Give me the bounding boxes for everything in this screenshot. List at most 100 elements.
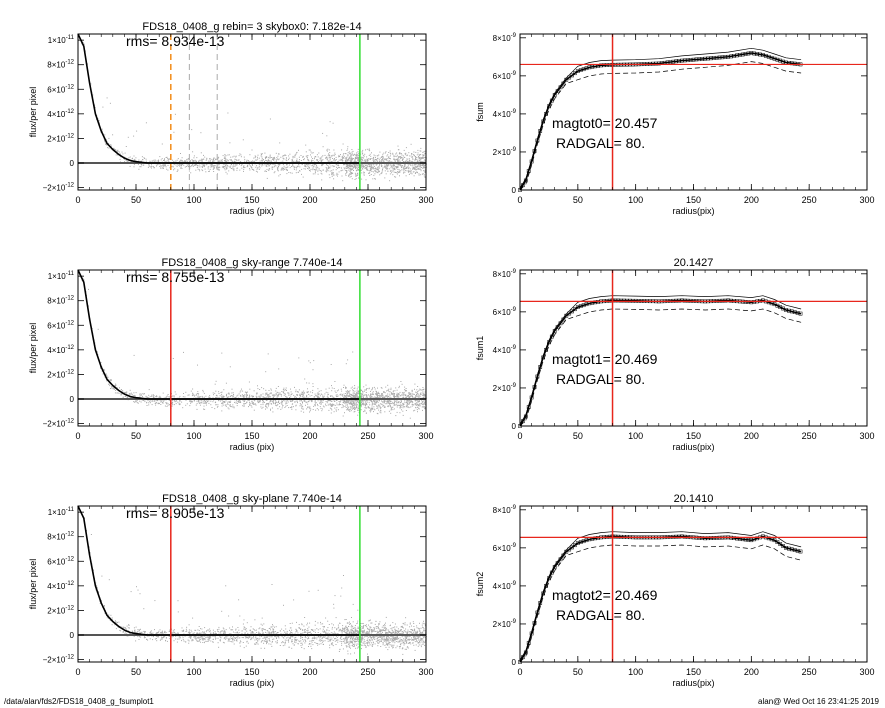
scatter-point [249, 396, 251, 398]
scatter-point [376, 397, 378, 398]
scatter-point [352, 173, 354, 174]
scatter-point [272, 411, 274, 413]
scatter-point [221, 402, 222, 404]
panel-1: FDS18_0408_g rebin= 3 skybox0: 7.182e-14… [28, 21, 434, 216]
scatter-point [272, 394, 274, 396]
scatter-point [298, 160, 300, 162]
scatter-point [385, 403, 387, 405]
scatter-point [269, 118, 271, 120]
scatter-point [239, 153, 241, 155]
scatter-point [183, 393, 184, 394]
scatter-point [363, 173, 365, 175]
scatter-point [240, 165, 242, 167]
scatter-point [405, 396, 407, 398]
scatter-point [360, 401, 362, 403]
scatter-point [348, 401, 349, 403]
scatter-point [415, 396, 417, 398]
scatter-point [351, 402, 353, 404]
scatter-point [346, 400, 348, 402]
scatter-point [403, 169, 405, 171]
scatter-point [355, 169, 357, 171]
scatter-point [121, 390, 123, 392]
scatter-point [335, 396, 337, 398]
scatter-point [96, 351, 98, 353]
scatter-point [242, 399, 244, 401]
scatter-point [278, 158, 280, 160]
scatter-point [229, 405, 231, 407]
scatter-point [314, 158, 315, 160]
scatter-point [141, 399, 143, 401]
scatter-point [400, 395, 402, 397]
scatter-point [316, 169, 318, 171]
scatter-point [303, 400, 305, 402]
scatter-point [242, 395, 244, 397]
scatter-point [358, 169, 359, 170]
scatter-point [349, 170, 351, 172]
scatter-point [394, 161, 396, 163]
scatter-point [322, 159, 324, 161]
scatter-point [143, 164, 145, 166]
scatter-point [258, 396, 260, 398]
scatter-point [272, 397, 274, 399]
scatter-point [413, 166, 415, 168]
scatter-point [407, 160, 409, 162]
scatter-point [388, 410, 390, 412]
scatter-point [250, 165, 252, 167]
scatter-point [202, 389, 204, 391]
scatter-point [394, 165, 395, 167]
scatter-point [254, 155, 256, 157]
scatter-point [235, 159, 237, 160]
fsum-marker [547, 104, 551, 109]
scatter-point [327, 396, 329, 398]
scatter-point [262, 400, 264, 402]
scatter-point [283, 167, 284, 169]
scatter-point [327, 404, 329, 406]
scatter-point [221, 395, 223, 397]
scatter-point [393, 168, 395, 170]
scatter-point [191, 400, 193, 402]
scatter-point [328, 174, 330, 176]
scatter-point [285, 166, 287, 168]
scatter-point [309, 411, 310, 413]
scatter-point [326, 169, 328, 171]
scatter-point [281, 394, 282, 396]
scatter-point [188, 158, 190, 160]
scatter-point [364, 399, 366, 401]
scatter-point [246, 392, 247, 393]
scatter-point [261, 161, 263, 163]
scatter-point [407, 406, 409, 408]
scatter-point [337, 161, 339, 162]
scatter-point [351, 394, 353, 396]
scatter-point [264, 401, 265, 403]
scatter-point [206, 163, 208, 165]
scatter-point [131, 158, 133, 160]
scatter-point [393, 165, 394, 167]
scatter-point [354, 410, 356, 412]
scatter-point [246, 159, 248, 161]
scatter-point [354, 157, 356, 159]
scatter-point [259, 396, 261, 398]
scatter-point [156, 165, 157, 167]
scatter-point [346, 163, 348, 165]
scatter-point [326, 169, 328, 171]
scatter-point [299, 170, 301, 172]
fsum-marker [714, 55, 719, 60]
scatter-point [390, 407, 392, 409]
scatter-point [372, 387, 374, 389]
scatter-point [270, 399, 272, 401]
scatter-point [407, 403, 409, 405]
scatter-point [238, 159, 240, 161]
scatter-point [358, 164, 360, 166]
scatter-point [368, 163, 370, 165]
scatter-point [331, 385, 332, 387]
scatter-point [365, 407, 367, 409]
scatter-point [364, 161, 366, 163]
scatter-point [187, 394, 189, 396]
scatter-point [151, 160, 153, 162]
scatter-point [362, 164, 364, 166]
scatter-point [409, 155, 411, 157]
scatter-point [394, 396, 396, 397]
scatter-point [222, 395, 224, 397]
scatter-point [403, 149, 405, 151]
scatter-point [363, 390, 365, 392]
